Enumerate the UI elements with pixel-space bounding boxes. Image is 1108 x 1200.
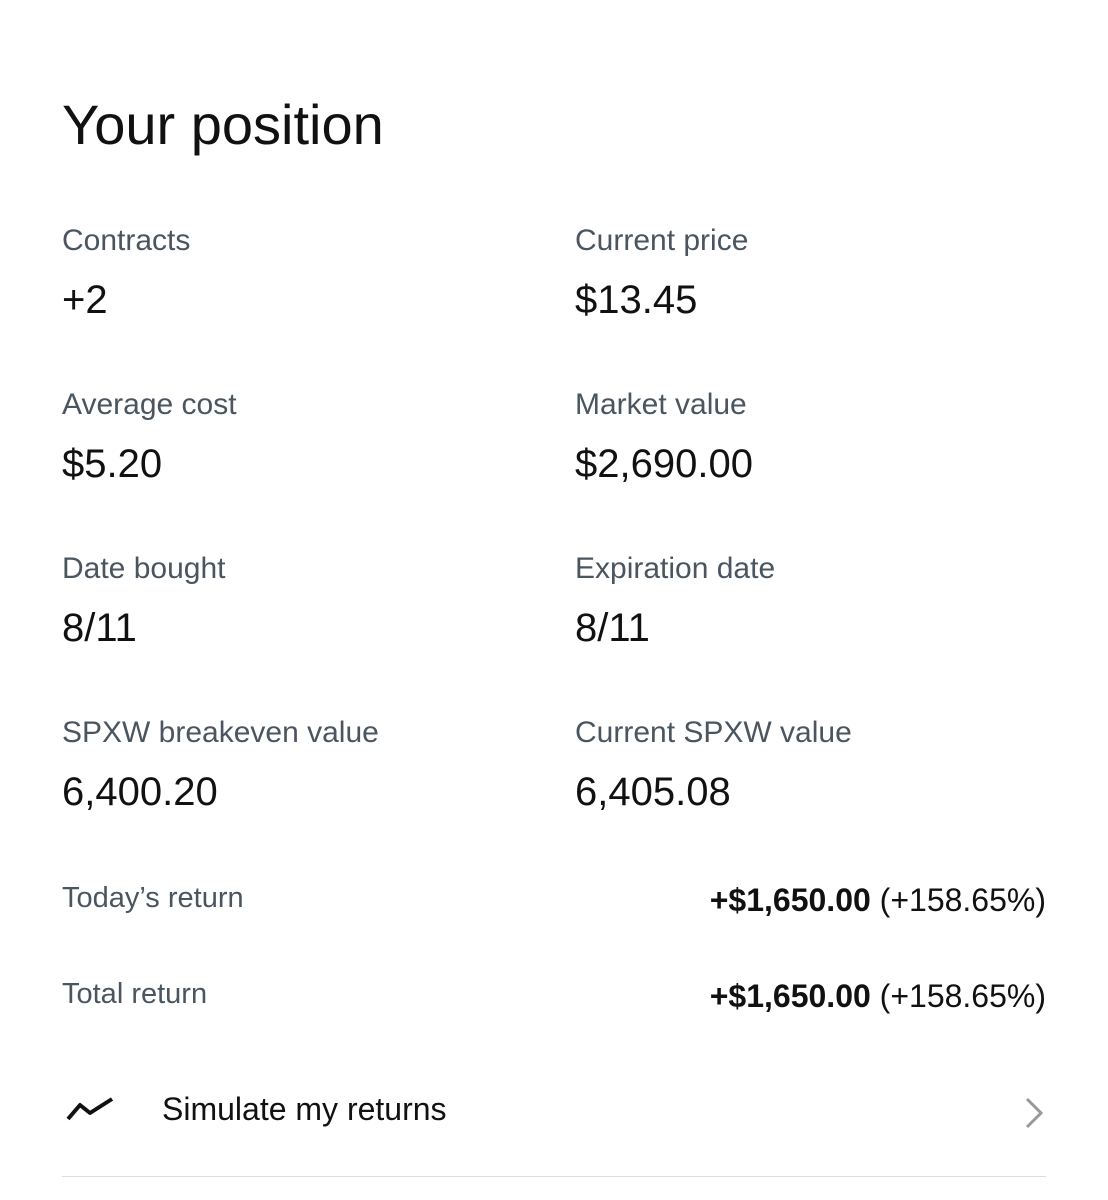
field-value: 8/11 xyxy=(62,606,137,650)
return-row: Total return +$1,650.00 (+158.65%) xyxy=(62,978,1046,1018)
field: Current SPXW value 6,405.08 xyxy=(575,716,1055,815)
return-amount: +$1,650.00 xyxy=(709,882,871,918)
return-percent: (+158.65%) xyxy=(879,978,1046,1014)
field-value: $5.20 xyxy=(62,442,163,486)
field: SPXW breakeven value 6,400.20 xyxy=(62,716,542,815)
field-value: $13.45 xyxy=(575,278,698,322)
simulate-row[interactable]: Simulate my returns xyxy=(62,1085,1046,1145)
field-value: $2,690.00 xyxy=(575,442,753,486)
return-label: Today’s return xyxy=(62,882,244,914)
field-label: Market value xyxy=(575,388,747,421)
field-label: Current SPXW value xyxy=(575,716,852,749)
title: Your position xyxy=(62,93,384,156)
field-value: 8/11 xyxy=(575,606,650,650)
field-label: Average cost xyxy=(62,388,237,421)
field-value: 6,400.20 xyxy=(62,770,218,814)
field-value: +2 xyxy=(62,278,108,322)
trend-icon xyxy=(66,1097,114,1121)
field: Current price $13.45 xyxy=(575,224,1055,323)
field-label: Current price xyxy=(575,224,749,257)
field-label: Date bought xyxy=(62,552,226,585)
field: Expiration date 8/11 xyxy=(575,552,1055,651)
simulate-label: Simulate my returns xyxy=(162,1091,447,1127)
return-row: Today’s return +$1,650.00 (+158.65%) xyxy=(62,882,1046,922)
return-label: Total return xyxy=(62,978,208,1010)
field: Date bought 8/11 xyxy=(62,552,542,651)
field: Contracts +2 xyxy=(62,224,542,323)
field-label: Expiration date xyxy=(575,552,776,585)
return-value: +$1,650.00 (+158.65%) xyxy=(710,978,1046,1015)
chevron xyxy=(1025,1097,1044,1129)
return-amount: +$1,650.00 xyxy=(709,978,871,1014)
field: Average cost $5.20 xyxy=(62,388,542,487)
field-label: SPXW breakeven value xyxy=(62,716,379,749)
return-value: +$1,650.00 (+158.65%) xyxy=(710,882,1046,919)
field-value: 6,405.08 xyxy=(575,770,731,814)
field: Market value $2,690.00 xyxy=(575,388,1055,487)
divider xyxy=(62,1176,1046,1177)
field-label: Contracts xyxy=(62,224,191,257)
return-percent: (+158.65%) xyxy=(879,882,1046,918)
